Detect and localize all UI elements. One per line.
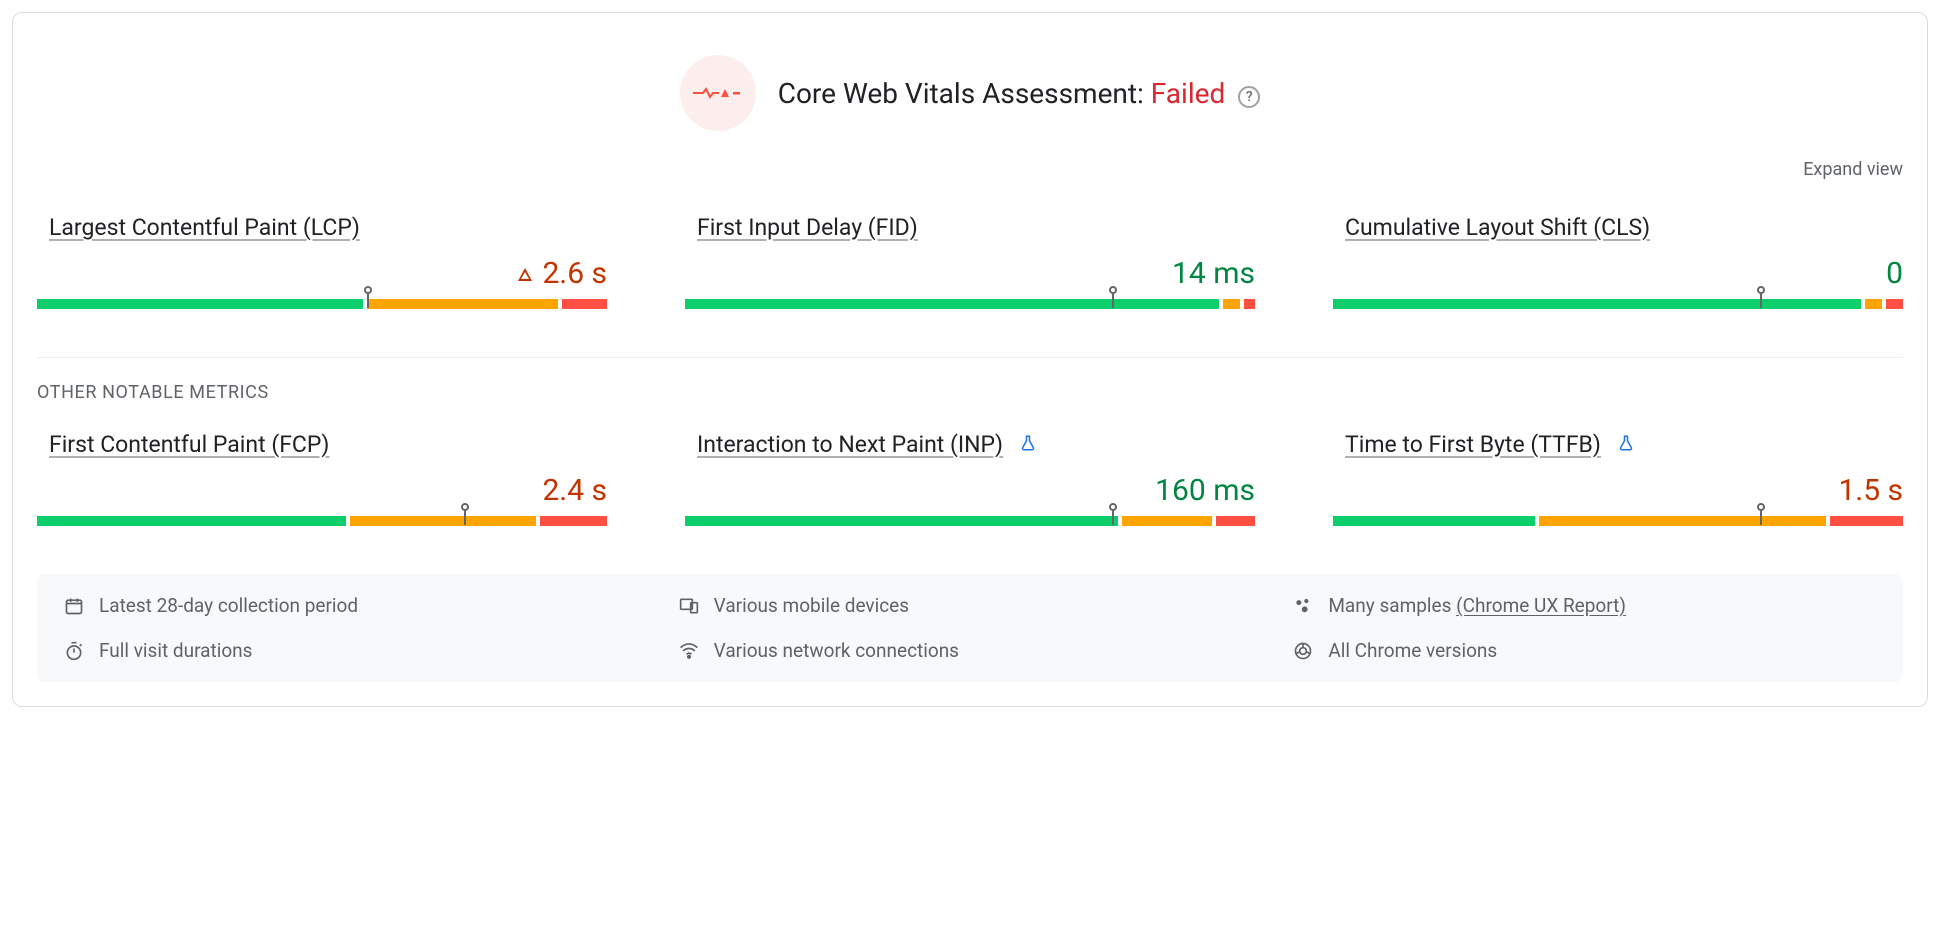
metric-fcp: First Contentful Paint (FCP) 2.4 s: [37, 431, 607, 566]
metric-value: 14 ms: [685, 259, 1255, 289]
footnote-item: Various network connections: [678, 639, 1263, 662]
assessment-status: Failed: [1151, 77, 1226, 110]
assessment-badge-icon: [680, 55, 756, 131]
metric-name-link[interactable]: Largest Contentful Paint (LCP): [49, 214, 360, 241]
distribution-bar: [1333, 299, 1903, 309]
footnote-item: Many samples (Chrome UX Report): [1292, 594, 1877, 617]
metric-ttfb: Time to First Byte (TTFB) 1.5 s: [1333, 431, 1903, 566]
metric-value: 160 ms: [685, 476, 1255, 506]
vitals-card: Core Web Vitals Assessment: Failed ? Exp…: [12, 12, 1928, 707]
samples-icon: [1292, 596, 1314, 616]
percentile-marker: [1109, 503, 1117, 525]
percentile-marker: [1757, 286, 1765, 308]
footnote-text: Various mobile devices: [714, 594, 909, 617]
footnote-text: Latest 28-day collection period: [99, 594, 358, 617]
section-divider: [37, 357, 1903, 358]
help-icon[interactable]: ?: [1238, 86, 1260, 108]
expand-view-link[interactable]: Expand view: [1803, 159, 1903, 180]
metric-cls: Cumulative Layout Shift (CLS) 0: [1333, 214, 1903, 349]
percentile-marker: [461, 503, 469, 525]
assessment-header: Core Web Vitals Assessment: Failed ?: [37, 33, 1903, 159]
percentile-marker: [364, 286, 372, 308]
network-icon: [678, 641, 700, 661]
footnote-link[interactable]: (Chrome UX Report): [1456, 594, 1626, 617]
calendar-icon: [63, 596, 85, 616]
distribution-bar: [37, 299, 607, 309]
distribution-bar: [37, 516, 607, 526]
metric-name-link[interactable]: Time to First Byte (TTFB): [1345, 431, 1601, 458]
metric-fid: First Input Delay (FID) 14 ms: [685, 214, 1255, 349]
warning-triangle-icon: [518, 268, 532, 281]
metric-value: 0: [1333, 259, 1903, 289]
other-metrics-grid: First Contentful Paint (FCP) 2.4 s Inter…: [37, 431, 1903, 566]
devices-icon: [678, 596, 700, 616]
metric-value: 2.4 s: [37, 476, 607, 506]
footnote-text: Various network connections: [714, 639, 959, 662]
footnotes-panel: Latest 28-day collection period Various …: [37, 574, 1903, 682]
chrome-icon: [1292, 641, 1314, 661]
core-metrics-grid: Largest Contentful Paint (LCP) 2.6 s Fir…: [37, 214, 1903, 349]
timer-icon: [63, 641, 85, 661]
metric-name-link[interactable]: Interaction to Next Paint (INP): [697, 431, 1003, 458]
other-metrics-heading: OTHER NOTABLE METRICS: [37, 382, 1903, 403]
distribution-bar: [1333, 516, 1903, 526]
footnote-item: All Chrome versions: [1292, 639, 1877, 662]
metric-lcp: Largest Contentful Paint (LCP) 2.6 s: [37, 214, 607, 349]
footnote-text: Full visit durations: [99, 639, 252, 662]
metric-value: 1.5 s: [1333, 476, 1903, 506]
metric-name-link[interactable]: Cumulative Layout Shift (CLS): [1345, 214, 1650, 241]
footnote-item: Latest 28-day collection period: [63, 594, 648, 617]
assessment-title: Core Web Vitals Assessment: Failed ?: [778, 77, 1261, 110]
assessment-title-prefix: Core Web Vitals Assessment:: [778, 77, 1151, 110]
footnote-item: Various mobile devices: [678, 594, 1263, 617]
footnote-text: All Chrome versions: [1328, 639, 1497, 662]
distribution-bar: [685, 299, 1255, 309]
percentile-marker: [1109, 286, 1117, 308]
distribution-bar: [685, 516, 1255, 526]
metric-name-link[interactable]: First Input Delay (FID): [697, 214, 918, 241]
experimental-flask-icon: [1019, 433, 1037, 457]
footnote-text: Many samples (Chrome UX Report): [1328, 594, 1626, 617]
experimental-flask-icon: [1617, 433, 1635, 457]
metric-name-link[interactable]: First Contentful Paint (FCP): [49, 431, 329, 458]
metric-value: 2.6 s: [37, 259, 607, 289]
metric-inp: Interaction to Next Paint (INP) 160 ms: [685, 431, 1255, 566]
footnote-item: Full visit durations: [63, 639, 648, 662]
percentile-marker: [1757, 503, 1765, 525]
